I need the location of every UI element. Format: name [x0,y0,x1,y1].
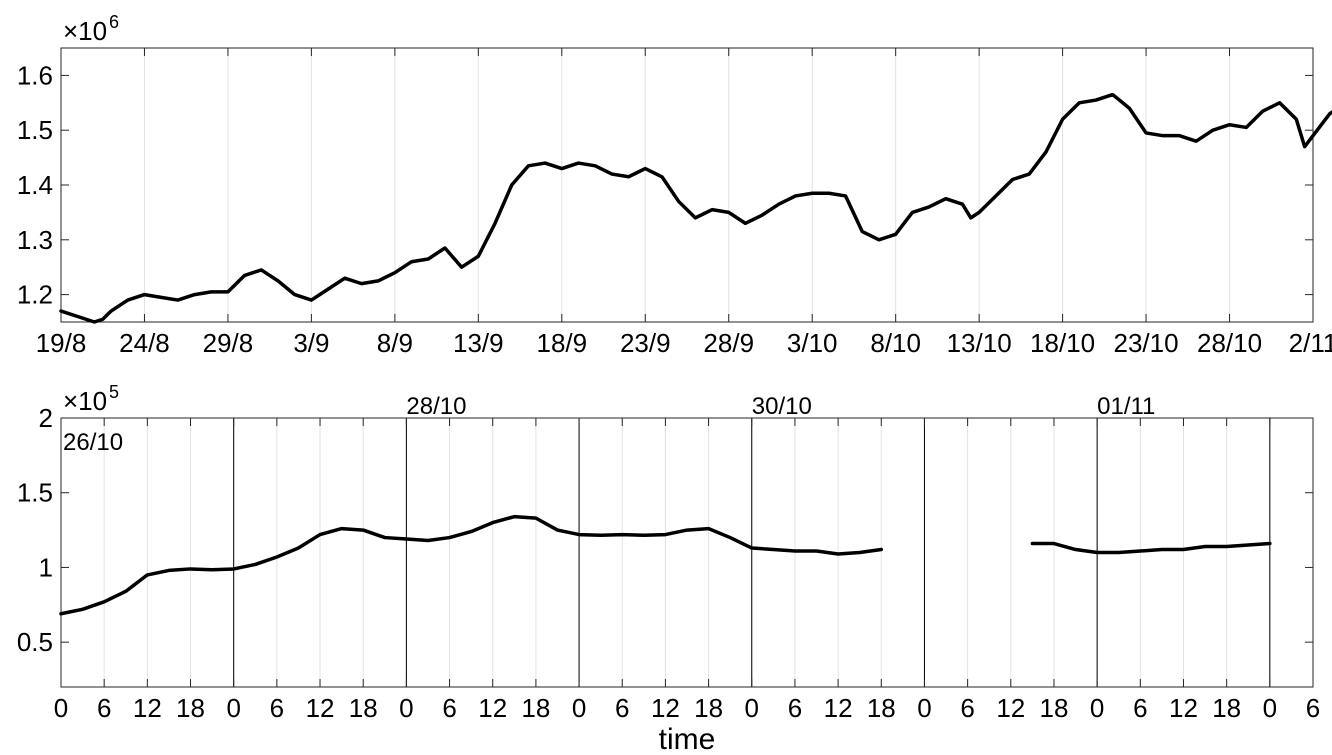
x-tick-label: 28/10 [1197,328,1262,358]
x-axis-label: time [659,723,716,755]
y-exponent-label: ×10 [63,386,107,416]
x-tick-label: 0 [54,693,68,723]
x-tick-label: 13/9 [453,328,504,358]
axes-box [60,47,1314,323]
y-tick-label: 1.4 [17,170,53,200]
y-tick-label: 2 [39,403,53,433]
x-tick-label: 12 [306,693,335,723]
y-tick-label: 1 [39,552,53,582]
x-tick-label: 6 [270,693,284,723]
x-tick-label: 12 [133,693,162,723]
x-tick-label: 6 [97,693,111,723]
series-line-segment [59,92,1332,324]
x-tick-label: 0 [399,693,413,723]
x-tick-label: 0 [572,693,586,723]
x-tick-label: 0 [226,693,240,723]
x-tick-label: 19/8 [36,328,87,358]
day-label: 01/11 [1097,393,1155,420]
x-tick-label: 23/9 [620,328,671,358]
x-tick-label: 8/9 [377,328,413,358]
axes-box [60,417,1314,688]
y-exponent: 6 [109,12,119,32]
y-tick-label: 1.5 [17,478,53,508]
x-tick-label: 6 [1133,693,1147,723]
x-tick-label: 2/11 [1289,328,1332,358]
x-tick-label: 6 [1306,693,1320,723]
x-tick-label: 18 [694,693,723,723]
x-tick-label: 24/8 [119,328,170,358]
y-tick-label: 1.2 [17,280,53,310]
x-tick-label: 3/10 [787,328,838,358]
x-tick-label: 18 [176,693,205,723]
series-line-segment [59,514,884,616]
x-tick-label: 6 [442,693,456,723]
x-tick-label: 28/9 [703,328,754,358]
day-label: 28/10 [406,393,466,420]
x-tick-label: 0 [1263,693,1277,723]
x-tick-label: 18 [521,693,550,723]
y-exponent: 5 [109,382,119,402]
x-tick-label: 8/10 [870,328,921,358]
y-exponent-label: ×10 [63,16,107,46]
y-tick-label: 1.5 [17,115,53,145]
x-tick-label: 29/8 [203,328,254,358]
x-tick-label: 6 [788,693,802,723]
x-tick-label: 12 [1169,693,1198,723]
x-tick-label: 12 [478,693,507,723]
x-tick-label: 18/9 [536,328,587,358]
x-tick-label: 18 [1040,693,1069,723]
x-tick-label: 0 [745,693,759,723]
y-tick-label: 1.3 [17,225,53,255]
day-label: 30/10 [752,393,812,420]
x-tick-label: 18 [349,693,378,723]
x-tick-label: 18 [1212,693,1241,723]
day-label: 26/10 [63,429,123,456]
y-tick-label: 0.5 [17,627,53,657]
x-tick-label: 12 [824,693,853,723]
x-tick-label: 12 [996,693,1025,723]
y-tick-label: 1.6 [17,60,53,90]
x-tick-label: 12 [651,693,680,723]
x-tick-label: 18/10 [1030,328,1095,358]
x-tick-label: 0 [1090,693,1104,723]
x-tick-label: 23/10 [1114,328,1179,358]
x-tick-label: 18 [867,693,896,723]
x-tick-label: 6 [615,693,629,723]
x-tick-label: 0 [917,693,931,723]
x-tick-label: 6 [960,693,974,723]
x-tick-label: 13/10 [947,328,1012,358]
x-tick-label: 3/9 [293,328,329,358]
series-line-segment [1030,541,1272,555]
